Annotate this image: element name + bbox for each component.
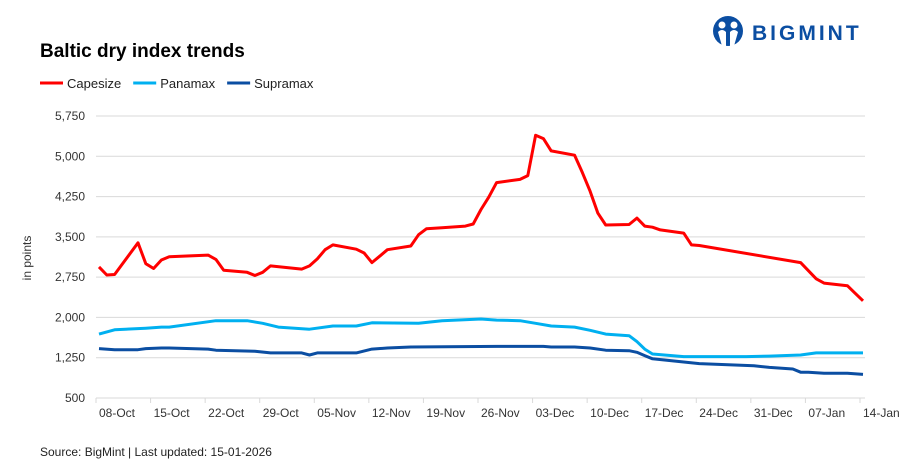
logo-text: BIGMINT bbox=[752, 22, 862, 45]
legend: Capesize Panamax Supramax bbox=[40, 76, 314, 91]
legend-label: Panamax bbox=[160, 76, 215, 91]
y-tick-label: 2,750 bbox=[55, 270, 85, 284]
legend-label: Capesize bbox=[67, 76, 121, 91]
x-tick-label: 14-Jan bbox=[863, 406, 900, 420]
x-tick-label: 19-Nov bbox=[426, 406, 465, 420]
y-tick-label: 500 bbox=[65, 391, 85, 405]
x-tick-label: 17-Dec bbox=[645, 406, 684, 420]
x-tick-label: 10-Dec bbox=[590, 406, 629, 420]
x-tick-label: 22-Oct bbox=[208, 406, 245, 420]
x-tick-label: 26-Nov bbox=[481, 406, 520, 420]
x-tick-label: 05-Nov bbox=[317, 406, 356, 420]
y-tick-label: 2,000 bbox=[55, 310, 85, 324]
y-tick-label: 3,500 bbox=[55, 230, 85, 244]
series-line-capesize bbox=[97, 133, 865, 302]
y-tick-label: 4,250 bbox=[55, 190, 85, 204]
x-tick-label: 08-Oct bbox=[99, 406, 136, 420]
bigmint-logo: BIGMINT bbox=[713, 16, 862, 46]
x-tick-label: 07-Jan bbox=[808, 406, 845, 420]
x-tick-label: 12-Nov bbox=[372, 406, 411, 420]
x-tick-label: 03-Dec bbox=[536, 406, 575, 420]
series-line-panamax bbox=[98, 317, 863, 359]
x-tick-label: 24-Dec bbox=[699, 406, 738, 420]
x-tick-label: 29-Oct bbox=[263, 406, 300, 420]
series-line-supramax bbox=[98, 344, 864, 376]
y-axis-title: in points bbox=[20, 236, 34, 281]
logo-mark-icon bbox=[713, 16, 743, 46]
legend-label: Supramax bbox=[254, 76, 314, 91]
y-tick-label: 5,750 bbox=[55, 109, 85, 123]
source-note: Source: BigMint | Last updated: 15-01-20… bbox=[40, 445, 272, 459]
y-tick-label: 5,000 bbox=[55, 149, 85, 163]
y-tick-label: 1,250 bbox=[55, 351, 85, 365]
x-tick-label: 15-Oct bbox=[154, 406, 191, 420]
x-tick-label: 31-Dec bbox=[754, 406, 793, 420]
chart-title: Baltic dry index trends bbox=[40, 41, 245, 62]
